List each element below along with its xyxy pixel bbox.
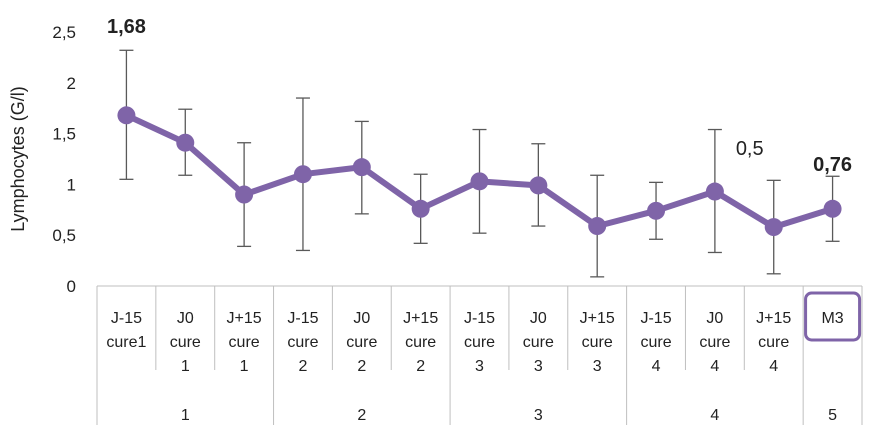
x-category-label: 1 <box>240 358 249 375</box>
data-point <box>117 106 136 125</box>
x-category-label: J-15 <box>111 310 142 327</box>
x-category-label: J0 <box>706 310 723 327</box>
x-category-label: cure1 <box>106 334 146 351</box>
data-point <box>352 158 371 177</box>
x-category-label: 2 <box>299 358 308 375</box>
x-category-label: 4 <box>769 358 778 375</box>
data-point <box>176 133 195 152</box>
axes: Lymphocytes (G/l)00,511,522,5J-15cure1J0… <box>8 23 863 425</box>
x-category-label: 3 <box>593 358 602 375</box>
data-point <box>529 176 548 195</box>
x-category-label: cure <box>640 334 671 351</box>
x-category-label: J+15 <box>756 310 791 327</box>
x-category-label: J+15 <box>580 310 615 327</box>
x-category-label: J+15 <box>227 310 262 327</box>
y-tick-label: 0,5 <box>52 226 76 245</box>
y-tick-label: 1 <box>67 175 76 194</box>
x-category-label: 4 <box>652 358 661 375</box>
x-group-label: 1 <box>181 407 190 424</box>
x-category-label: cure <box>582 334 613 351</box>
data-label: 0,5 <box>736 138 764 160</box>
x-category-label: cure <box>699 334 730 351</box>
x-group-label: 5 <box>828 407 837 424</box>
y-tick-label: 2,5 <box>52 23 76 42</box>
x-category-label: cure <box>229 334 260 351</box>
x-category-label: cure <box>405 334 436 351</box>
y-tick-label: 0 <box>67 277 76 296</box>
data-point <box>293 165 312 184</box>
data-point <box>705 182 724 201</box>
y-tick-label: 2 <box>67 74 76 93</box>
x-category-label: J0 <box>353 310 370 327</box>
x-category-label: cure <box>758 334 789 351</box>
highlight-box <box>804 291 862 342</box>
data-point <box>764 218 783 237</box>
y-axis-title: Lymphocytes (G/l) <box>8 86 28 231</box>
annotations: 1,68 0,5 0,76 <box>107 16 852 176</box>
x-category-label: J-15 <box>464 310 495 327</box>
x-category-label: 3 <box>475 358 484 375</box>
x-group-label: 2 <box>357 407 366 424</box>
x-category-label: cure <box>346 334 377 351</box>
x-category-label: 3 <box>534 358 543 375</box>
data-point <box>411 199 430 218</box>
y-tick-label: 1,5 <box>52 125 76 144</box>
x-category-label: 2 <box>357 358 366 375</box>
x-category-label: 4 <box>710 358 719 375</box>
error-bars <box>119 49 840 278</box>
x-category-label: J+15 <box>403 310 438 327</box>
data-point <box>235 185 254 204</box>
x-category-label: cure <box>287 334 318 351</box>
x-category-label: J0 <box>530 310 547 327</box>
x-category-label: cure <box>464 334 495 351</box>
data-label: 1,68 <box>107 16 146 38</box>
data-points <box>117 106 842 237</box>
x-category-label: 1 <box>181 358 190 375</box>
data-point <box>823 199 842 218</box>
x-category-label: J-15 <box>287 310 318 327</box>
x-category-label: cure <box>523 334 554 351</box>
data-point <box>470 172 489 191</box>
x-group-label: 3 <box>534 407 543 424</box>
x-category-label: cure <box>170 334 201 351</box>
x-category-label: J-15 <box>640 310 671 327</box>
data-point <box>647 201 666 220</box>
x-category-label: J0 <box>177 310 194 327</box>
x-category-label: 2 <box>416 358 425 375</box>
x-category-label: M3 <box>821 310 843 327</box>
x-group-label: 4 <box>710 407 719 424</box>
data-point <box>588 217 607 236</box>
data-label: 0,76 <box>813 154 852 176</box>
